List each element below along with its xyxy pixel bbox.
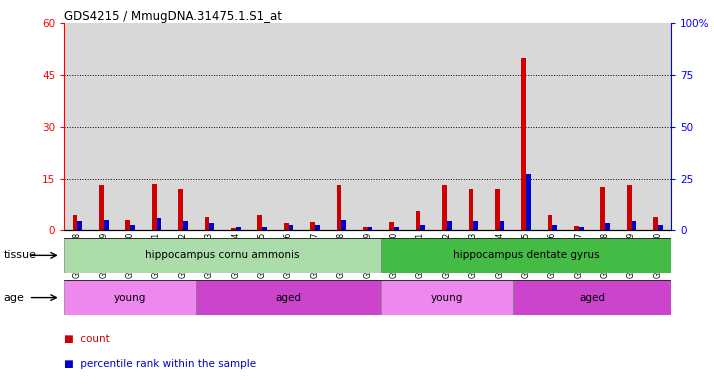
Bar	[442, 185, 447, 230]
Bar	[500, 221, 504, 230]
Bar	[336, 185, 341, 230]
Text: young: young	[431, 293, 463, 303]
Bar	[64, 238, 381, 273]
Bar	[178, 189, 183, 230]
Bar	[283, 223, 288, 230]
Bar	[126, 220, 130, 230]
Bar	[77, 221, 82, 230]
Text: young: young	[114, 293, 146, 303]
Bar	[262, 227, 267, 230]
Bar	[205, 217, 209, 230]
Bar	[130, 225, 135, 230]
Text: ■  percentile rank within the sample: ■ percentile rank within the sample	[64, 359, 256, 369]
Bar	[152, 184, 156, 230]
Bar	[288, 225, 293, 230]
Text: hippocampus dentate gyrus: hippocampus dentate gyrus	[453, 250, 599, 260]
Bar	[381, 280, 513, 315]
Bar	[513, 280, 671, 315]
Bar	[341, 220, 346, 230]
Bar	[196, 280, 381, 315]
Bar	[526, 174, 531, 230]
Bar	[104, 220, 109, 230]
Bar	[579, 227, 583, 230]
Bar	[548, 215, 553, 230]
Text: tissue: tissue	[4, 250, 36, 260]
Text: hippocampus cornu ammonis: hippocampus cornu ammonis	[146, 250, 300, 260]
Text: aged: aged	[276, 293, 301, 303]
Bar	[627, 185, 632, 230]
Bar	[495, 189, 500, 230]
Bar	[389, 222, 394, 230]
Bar	[600, 187, 605, 230]
Bar	[632, 221, 636, 230]
Bar	[315, 225, 320, 230]
Bar	[653, 217, 658, 230]
Bar	[473, 221, 478, 230]
Bar	[553, 225, 557, 230]
Text: age: age	[4, 293, 24, 303]
Text: GDS4215 / MmugDNA.31475.1.S1_at: GDS4215 / MmugDNA.31475.1.S1_at	[64, 10, 282, 23]
Bar	[605, 223, 610, 230]
Bar	[99, 185, 104, 230]
Bar	[447, 221, 452, 230]
Bar	[231, 228, 236, 230]
Bar	[156, 218, 161, 230]
Bar	[363, 227, 368, 230]
Bar	[394, 227, 399, 230]
Bar	[183, 221, 188, 230]
Bar	[310, 222, 315, 230]
Bar	[236, 227, 241, 230]
Bar	[521, 58, 526, 230]
Bar	[209, 223, 214, 230]
Text: aged: aged	[579, 293, 605, 303]
Bar	[421, 225, 426, 230]
Bar	[574, 226, 579, 230]
Bar	[381, 238, 671, 273]
Bar	[416, 211, 421, 230]
Bar	[658, 225, 663, 230]
Bar	[258, 215, 262, 230]
Bar	[368, 227, 373, 230]
Bar	[64, 280, 196, 315]
Text: ■  count: ■ count	[64, 334, 110, 344]
Bar	[468, 189, 473, 230]
Bar	[73, 215, 77, 230]
